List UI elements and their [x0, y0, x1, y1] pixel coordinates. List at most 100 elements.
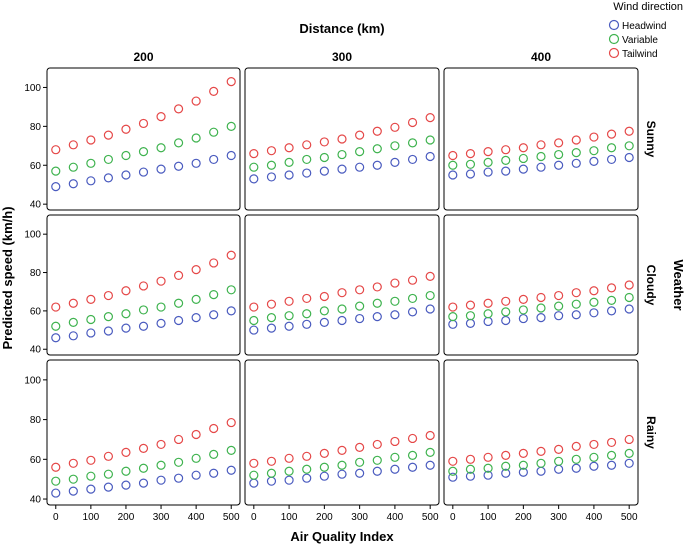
point-variable	[156, 143, 166, 153]
y-tick-label: 40	[30, 200, 42, 211]
point-variable	[518, 153, 528, 164]
point-variable	[86, 471, 96, 481]
point-tailwind	[266, 456, 277, 466]
point-variable	[501, 461, 511, 471]
y-axis-label: Predicted speed (km/h)	[0, 206, 15, 349]
point-tailwind	[465, 454, 476, 464]
row-facet-label-cloudy: Cloudy	[644, 265, 658, 306]
point-headwind	[51, 182, 61, 192]
point-headwind	[51, 488, 61, 498]
point-headwind	[407, 462, 418, 472]
point-tailwind	[68, 298, 78, 308]
point-headwind	[606, 306, 617, 316]
point-variable	[355, 457, 365, 467]
point-variable	[589, 297, 599, 307]
panel-sunny-400	[443, 67, 639, 211]
point-headwind	[483, 167, 493, 177]
point-headwind	[86, 328, 96, 338]
point-tailwind	[121, 447, 131, 457]
point-tailwind	[68, 458, 78, 468]
panel-sunny-400-frame	[443, 67, 639, 211]
point-tailwind	[319, 448, 329, 458]
point-headwind	[372, 312, 382, 322]
point-variable	[337, 149, 347, 160]
point-variable	[355, 147, 365, 157]
panel-cloudy-400-frame	[443, 214, 639, 356]
point-tailwind	[86, 135, 96, 145]
point-tailwind	[173, 104, 184, 114]
point-variable	[173, 298, 184, 308]
point-headwind	[249, 325, 259, 335]
point-headwind	[501, 166, 511, 176]
point-variable	[536, 151, 546, 162]
panel-cloudy-300-frame	[244, 214, 440, 356]
point-headwind	[138, 478, 149, 488]
point-headwind	[86, 176, 96, 186]
point-headwind	[266, 323, 277, 333]
point-tailwind	[121, 286, 131, 296]
point-headwind	[448, 472, 458, 482]
point-tailwind	[407, 275, 418, 285]
point-variable	[589, 146, 599, 156]
point-tailwind	[249, 302, 259, 312]
y-tick-label: 60	[30, 161, 42, 172]
point-tailwind	[448, 150, 458, 161]
x-tick-label: 500	[621, 512, 638, 523]
point-headwind	[103, 482, 114, 492]
point-tailwind	[536, 292, 546, 303]
point-variable	[86, 158, 96, 168]
point-tailwind	[465, 148, 476, 159]
point-variable	[518, 305, 528, 315]
point-tailwind	[209, 423, 219, 434]
panel-sunny-200-frame	[46, 67, 241, 211]
point-tailwind	[483, 298, 493, 308]
point-variable	[226, 121, 236, 131]
point-headwind	[425, 460, 435, 470]
point-headwind	[606, 154, 617, 165]
point-tailwind	[536, 140, 546, 150]
point-tailwind	[624, 434, 634, 445]
point-variable	[173, 138, 184, 148]
y-tick-label: 100	[24, 83, 41, 94]
y-tick-label: 60	[30, 306, 42, 317]
point-variable	[156, 302, 166, 312]
point-headwind	[624, 458, 634, 468]
point-headwind	[554, 160, 564, 170]
point-variable	[606, 143, 617, 153]
point-variable	[191, 453, 201, 463]
point-variable	[86, 314, 96, 325]
point-tailwind	[518, 143, 528, 153]
point-headwind	[337, 315, 347, 326]
x-tick-label: 0	[251, 512, 257, 523]
point-tailwind	[589, 132, 599, 142]
point-headwind	[68, 179, 78, 189]
point-tailwind	[138, 118, 149, 129]
point-headwind	[156, 318, 166, 328]
point-headwind	[355, 162, 365, 172]
point-variable	[68, 162, 78, 172]
point-tailwind	[554, 444, 564, 454]
point-headwind	[390, 464, 400, 474]
point-variable	[355, 301, 365, 311]
point-variable	[571, 148, 581, 158]
point-variable	[624, 292, 634, 303]
point-headwind	[589, 461, 599, 471]
point-headwind	[319, 471, 329, 481]
point-variable	[448, 466, 458, 476]
point-tailwind	[156, 112, 166, 122]
point-tailwind	[571, 441, 581, 452]
point-tailwind	[407, 433, 418, 444]
point-headwind	[173, 473, 184, 483]
point-variable	[266, 313, 277, 323]
point-variable	[209, 449, 219, 459]
point-tailwind	[425, 430, 435, 441]
point-tailwind	[209, 86, 219, 96]
point-tailwind	[483, 147, 493, 157]
point-variable	[372, 455, 382, 465]
y-tick-label: 40	[30, 495, 42, 506]
point-tailwind	[226, 77, 236, 87]
point-variable	[536, 303, 546, 313]
x-tick-label: 300	[153, 512, 170, 523]
point-headwind	[103, 173, 114, 183]
point-tailwind	[372, 439, 382, 450]
